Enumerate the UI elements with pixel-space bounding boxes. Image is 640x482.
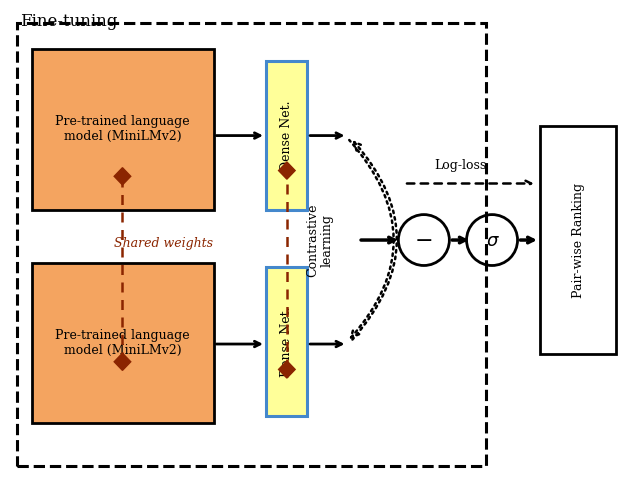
Polygon shape <box>114 168 131 185</box>
Text: Pre-trained language
model (MiniLMv2): Pre-trained language model (MiniLMv2) <box>55 115 190 143</box>
Bar <box>32 263 214 423</box>
Bar <box>17 23 486 466</box>
Text: Dense Net.: Dense Net. <box>280 307 293 377</box>
FancyArrowPatch shape <box>353 142 397 339</box>
Text: Log-loss: Log-loss <box>434 159 486 172</box>
Text: Pair-wise Ranking: Pair-wise Ranking <box>572 183 584 297</box>
Text: −: − <box>415 230 433 252</box>
Bar <box>266 268 307 416</box>
Polygon shape <box>278 162 295 179</box>
Bar <box>540 126 616 354</box>
Bar <box>266 61 307 210</box>
FancyArrowPatch shape <box>349 140 394 337</box>
Text: σ: σ <box>486 232 498 250</box>
Polygon shape <box>114 353 131 370</box>
Text: Dense Net.: Dense Net. <box>280 100 293 171</box>
Text: Pre-trained language
model (MiniLMv2): Pre-trained language model (MiniLMv2) <box>55 329 190 357</box>
Polygon shape <box>278 361 295 378</box>
Text: Fine-tuning: Fine-tuning <box>20 13 118 30</box>
Bar <box>32 49 214 210</box>
Text: Shared weights: Shared weights <box>115 237 213 250</box>
Text: Contrastive
learning: Contrastive learning <box>306 203 334 277</box>
